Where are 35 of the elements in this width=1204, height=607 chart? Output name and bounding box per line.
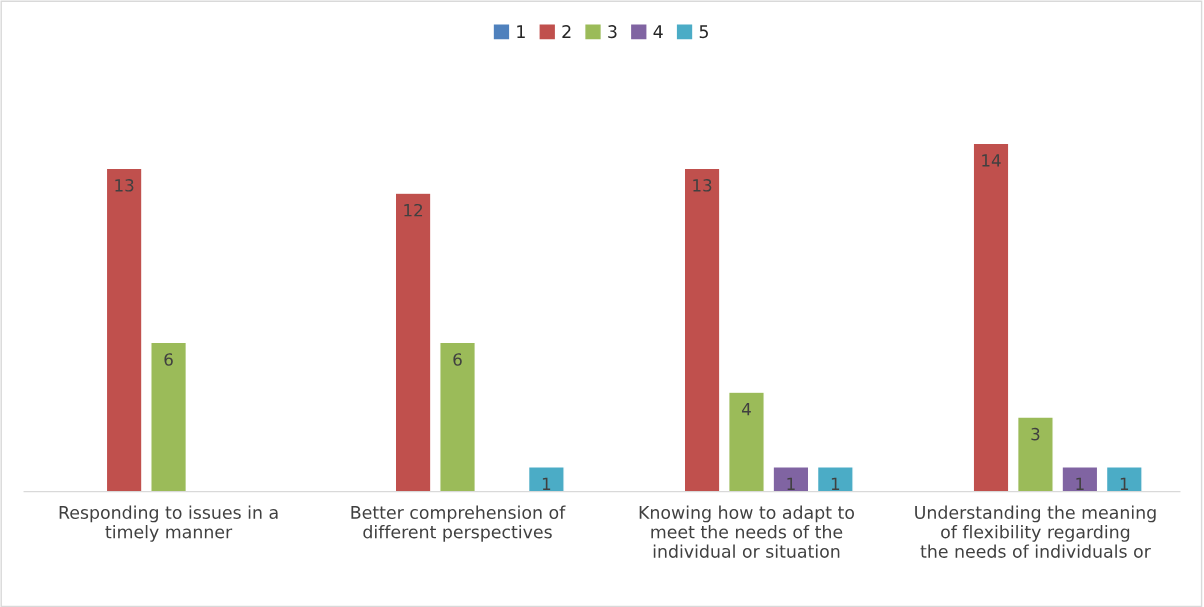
data-label: 1 <box>542 477 551 490</box>
legend-label: 2 <box>562 25 571 38</box>
data-label: 1 <box>1120 477 1129 490</box>
data-label: 4 <box>741 403 751 416</box>
bar <box>1105 466 1143 492</box>
x-tick-label: Better comprehension of different perspectives <box>351 505 566 542</box>
bar <box>439 341 476 492</box>
bar <box>972 142 1010 492</box>
bar <box>105 167 143 492</box>
data-label: 13 <box>693 179 712 192</box>
data-label: 3 <box>1031 427 1040 441</box>
x-tick-label: Responding to issues in a timely manner <box>59 505 278 542</box>
bar <box>527 466 565 492</box>
bar <box>683 167 721 492</box>
data-label: 1 <box>831 477 840 490</box>
data-label: 13 <box>115 179 134 192</box>
x-tick-label: Knowing how to adapt to meet the needs of the individual or situation <box>639 505 854 558</box>
legend-label: 1 <box>517 25 525 38</box>
bar <box>772 466 810 492</box>
legend-label: 3 <box>608 25 617 39</box>
bar <box>1016 416 1054 492</box>
bar <box>1061 466 1099 492</box>
bar <box>394 192 432 492</box>
bar <box>150 341 188 492</box>
legend-label: 4 <box>653 25 663 38</box>
data-label: 6 <box>164 353 173 366</box>
bar <box>816 466 854 492</box>
data-label: 12 <box>404 203 423 217</box>
legend-label: 5 <box>699 25 708 39</box>
data-label: 14 <box>982 154 1001 167</box>
bar <box>728 391 765 492</box>
data-label: 1 <box>1076 477 1084 490</box>
data-label: 6 <box>453 353 462 366</box>
data-label: 1 <box>787 477 795 490</box>
x-tick-label: Understanding the meaning of flexibility regarding the needs of individuals or <box>915 505 1156 558</box>
